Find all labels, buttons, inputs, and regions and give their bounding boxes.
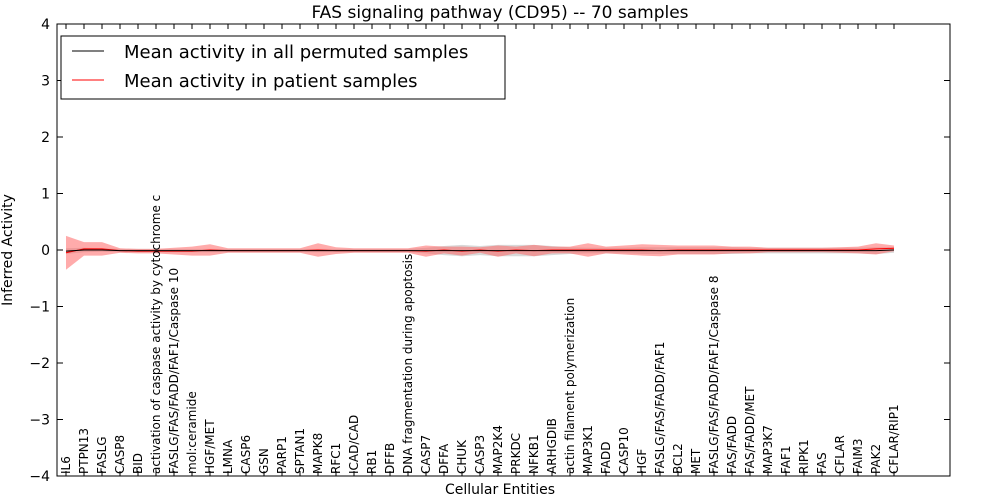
x-tick-label: DFFA (437, 443, 451, 474)
x-tick-label: MAPK8 (311, 433, 325, 474)
y-tick-label: −1 (29, 300, 50, 316)
x-tick-label: FAIM3 (851, 438, 865, 474)
legend-box (60, 35, 506, 100)
y-tick-label: 4 (41, 17, 50, 33)
x-tick-label: MAP2K4 (491, 425, 505, 474)
x-tick-label: DNA fragmentation during apoptosis (401, 254, 415, 474)
y-axis: −4 −3 −2 −1 0 1 2 3 4 (29, 17, 950, 485)
x-tick-label: CASP7 (419, 435, 433, 474)
x-tick-label: ARHGDIB (545, 418, 559, 474)
x-tick-label: actin filament polymerization (563, 298, 577, 474)
x-tick-label: FASLG/FAS/FADD/FAF1/Caspase 8 (707, 276, 721, 475)
x-tick-label: FASLG (95, 436, 109, 474)
y-tick-label: −3 (29, 413, 50, 429)
x-tick-label: BCL2 (671, 443, 685, 474)
legend-label-permuted: Mean activity in all permuted samples (124, 42, 468, 63)
x-tick-label: LMNA (221, 439, 235, 474)
x-tick-label: NFKB1 (527, 434, 541, 474)
x-tick-label: MAP3K1 (581, 425, 595, 474)
x-tick-label: GSN (257, 448, 271, 474)
series-lines (65, 247, 895, 254)
x-tick-label: CHUK (455, 439, 469, 474)
y-tick-label: 1 (41, 187, 50, 203)
line-series-0 (65, 249, 895, 252)
y-tick-label: 0 (41, 243, 50, 259)
x-tick-label: FASLG/FAS/FADD/FAF1/Caspase 10 (167, 268, 181, 474)
x-tick-label: RB1 (365, 450, 379, 474)
x-tick-label: DFFB (383, 443, 397, 474)
x-tick-label: PRKDC (509, 433, 523, 474)
x-tick-label: FADD (599, 442, 613, 475)
y-tick-label: 2 (41, 130, 50, 146)
x-tick-label: FAS (815, 452, 829, 474)
x-axis: IL6 PTPN13 FASLG CASP8 BID activation of casp… (59, 24, 901, 476)
x-tick-label: PAK2 (869, 444, 883, 474)
x-tick-label: CASP3 (473, 435, 487, 474)
y-tick-label: 3 (41, 74, 50, 90)
x-tick-label: CASP10 (617, 427, 631, 474)
confidence-bands (66, 235, 894, 270)
legend: Mean activity in all permuted samples Me… (60, 35, 506, 100)
x-tick-label: HGF/MET (203, 419, 217, 474)
x-tick-label: CASP8 (113, 435, 127, 474)
y-axis-label: Inferred Activity (0, 194, 16, 306)
x-tick-label: MAP3K7 (761, 425, 775, 474)
x-tick-label: IL6 (59, 456, 73, 474)
x-tick-label: ICAD/CAD (347, 415, 361, 474)
x-tick-label: FAS/FADD/MET (743, 386, 757, 474)
chart-title: FAS signaling pathway (CD95) -- 70 sampl… (311, 3, 688, 23)
x-tick-label: PARP1 (275, 436, 289, 474)
x-tick-label: CASP6 (239, 435, 253, 474)
x-tick-label: CFLAR (833, 435, 847, 474)
x-tick-label: mol:ceramide (185, 391, 199, 474)
x-tick-label: MET (689, 448, 703, 474)
x-tick-label: BID (131, 453, 145, 474)
x-tick-label: CFLAR/RIP1 (887, 404, 901, 474)
x-tick-label: RIPK1 (797, 439, 811, 474)
x-tick-label: FASLG/FAS/FADD/FAF1 (653, 342, 667, 474)
x-tick-label: RFC1 (329, 443, 343, 474)
y-tick-label: −4 (29, 469, 50, 485)
x-tick-label: FAS/FADD (725, 416, 739, 474)
x-tick-label: SPTAN1 (293, 428, 307, 474)
y-tick-label: −2 (29, 356, 50, 372)
x-tick-label: activation of caspase activity by cytoch… (149, 195, 163, 474)
x-tick-label: FAF1 (779, 445, 793, 474)
x-tick-label: HGF (635, 449, 649, 474)
x-tick-label: PTPN13 (77, 428, 91, 474)
x-axis-label: Cellular Entities (445, 482, 555, 498)
band-series-1 (66, 235, 894, 270)
legend-label-patient: Mean activity in patient samples (124, 71, 418, 92)
